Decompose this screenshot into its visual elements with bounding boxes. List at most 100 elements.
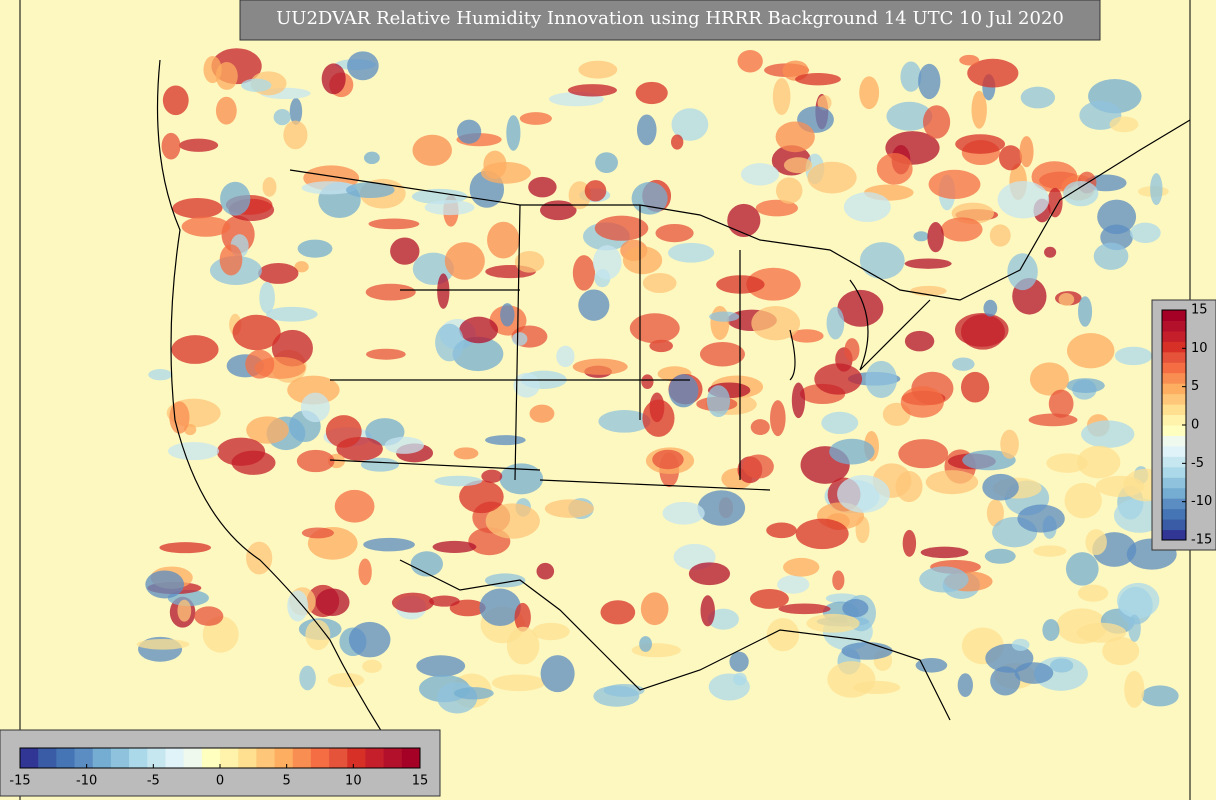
field-blob: [480, 161, 531, 184]
field-blob: [578, 60, 618, 79]
field-blob: [708, 673, 750, 701]
field-blob: [919, 566, 969, 593]
field-blob: [181, 216, 231, 237]
field-blob: [859, 242, 905, 280]
field-blob: [506, 115, 521, 151]
colorbar-band: [56, 748, 76, 768]
field-blob: [241, 78, 272, 92]
field-blob: [390, 237, 420, 265]
field-blob: [578, 289, 610, 321]
field-blob: [1047, 187, 1063, 218]
field-blob: [662, 501, 705, 525]
field-blob: [750, 419, 770, 436]
field-blob: [592, 245, 622, 280]
field-blob: [368, 218, 420, 230]
field-blob: [915, 657, 948, 673]
field-blob: [986, 499, 1004, 527]
field-blob: [1114, 346, 1153, 366]
field-blob: [629, 313, 680, 344]
field-blob: [742, 454, 774, 479]
field-blob: [688, 562, 731, 586]
field-blob: [770, 400, 786, 437]
field-blob: [327, 672, 365, 688]
field-blob: [913, 231, 929, 242]
field-blob: [287, 590, 309, 622]
field-blob: [532, 622, 570, 641]
colorbar-band: [1162, 393, 1186, 405]
tick-label: -15: [9, 774, 30, 789]
field-blob: [178, 138, 219, 152]
field-blob: [631, 643, 681, 658]
innovation-field: [136, 48, 1179, 714]
field-blob: [273, 108, 291, 126]
field-blob: [777, 575, 810, 594]
field-blob: [1058, 293, 1075, 306]
field-blob: [755, 199, 798, 217]
field-blob: [1020, 86, 1056, 109]
field-blob: [641, 374, 654, 390]
colorbar-band: [74, 748, 94, 768]
field-blob: [315, 588, 350, 617]
field-blob: [984, 548, 1016, 564]
field-blob: [528, 176, 557, 198]
field-blob: [841, 642, 893, 660]
field-blob: [345, 182, 395, 198]
tick-label: 5: [1191, 379, 1199, 394]
field-blob: [325, 415, 362, 448]
field-blob: [1017, 504, 1065, 533]
field-blob: [954, 313, 1009, 347]
field-blob: [990, 666, 1021, 696]
field-blob: [1031, 161, 1078, 193]
field-blob: [1085, 529, 1107, 556]
field-blob: [500, 303, 515, 327]
field-blob: [826, 306, 845, 340]
field-blob: [778, 603, 831, 615]
field-blob: [453, 687, 494, 700]
field-blob: [1102, 637, 1140, 666]
field-blob: [904, 330, 935, 352]
field-blob: [506, 626, 540, 665]
field-blob: [971, 90, 987, 129]
colorbar-band: [38, 748, 57, 768]
field-blob: [746, 267, 801, 301]
field-blob: [837, 475, 890, 513]
field-blob: [668, 374, 699, 408]
colorbar-band: [201, 748, 221, 768]
field-blob: [300, 392, 330, 423]
field-blob: [485, 503, 540, 539]
field-blob: [1130, 222, 1161, 244]
field-blob: [837, 289, 884, 327]
field-blob: [1076, 445, 1121, 479]
field-blob: [989, 224, 1011, 247]
field-blob: [667, 242, 715, 263]
colorbar-band: [347, 748, 366, 768]
field-blob: [299, 665, 316, 691]
field-blob: [821, 411, 859, 435]
field-blob: [927, 222, 944, 253]
field-blob: [365, 283, 416, 301]
field-blob: [671, 108, 709, 141]
vertical-colorbar: -15 -10 -5 0 5 10 15: [1161, 303, 1212, 548]
field-blob: [706, 385, 731, 418]
field-blob: [544, 499, 594, 518]
field-blob: [491, 674, 546, 692]
colorbar-band: [1162, 425, 1186, 436]
field-blob: [162, 85, 189, 116]
field-blob: [1046, 453, 1088, 473]
colorbar-band: [92, 748, 112, 768]
field-blob: [513, 372, 540, 398]
colorbar-band: [1162, 383, 1186, 395]
field-blob: [512, 332, 528, 346]
field-blob: [266, 306, 318, 322]
field-blob: [556, 345, 575, 368]
tick-label: -10: [1191, 494, 1212, 509]
field-blob: [876, 152, 913, 185]
field-blob: [301, 527, 334, 539]
field-blob: [485, 435, 526, 446]
colorbar-band: [129, 748, 148, 768]
tick-label: 10: [1191, 341, 1208, 356]
field-blob: [519, 112, 552, 125]
field-blob: [983, 299, 998, 317]
tick-label: -5: [147, 774, 160, 789]
field-blob: [145, 570, 185, 599]
